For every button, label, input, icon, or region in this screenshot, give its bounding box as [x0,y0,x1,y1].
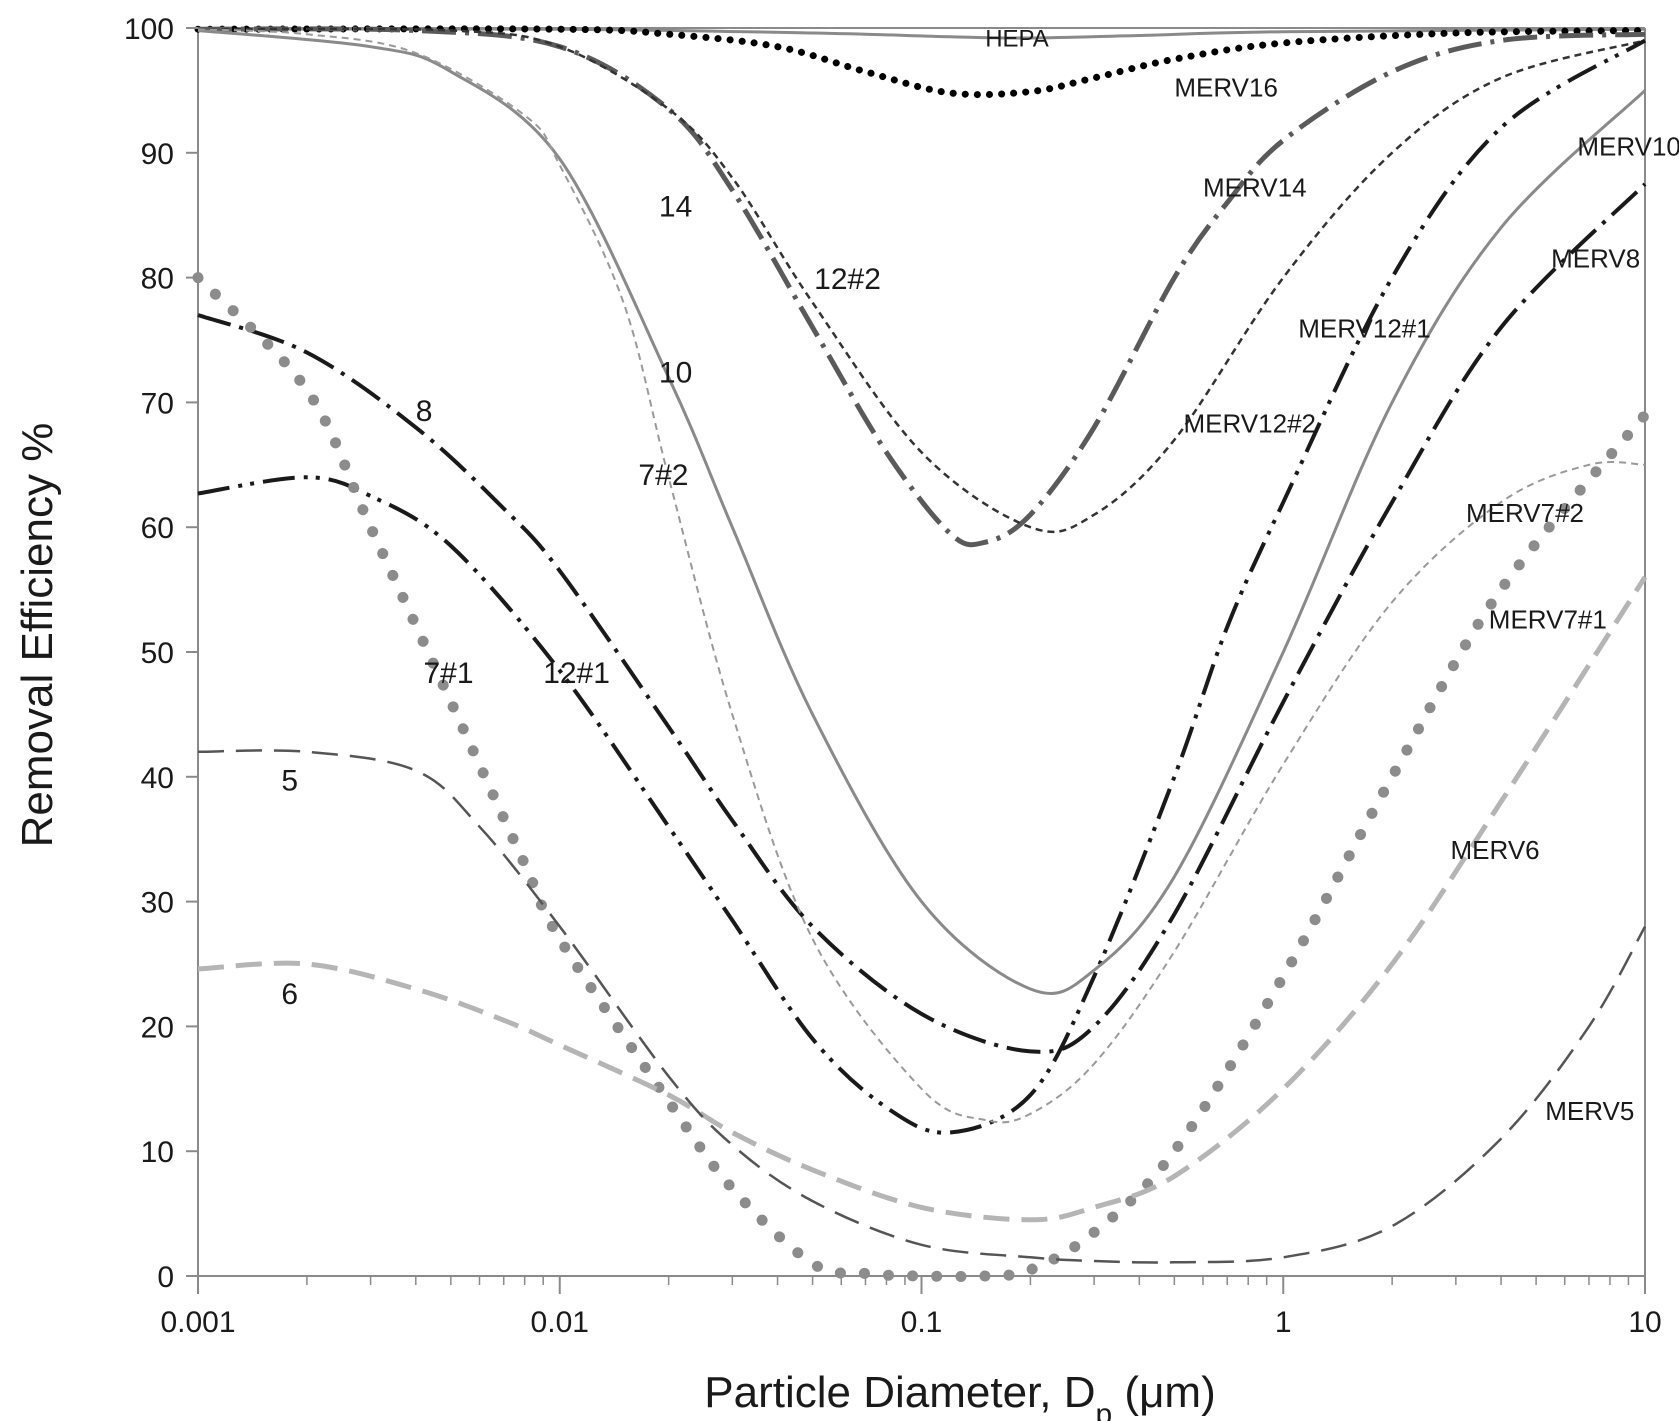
x-axis-title-subscript: p [1096,1398,1113,1421]
curve-label-short-10: 10 [659,356,692,389]
x-tick-label: 0.1 [901,1306,943,1339]
x-tick-label: 10 [1628,1306,1661,1339]
series-line-merv16 [194,25,1649,99]
curve-label-merv16: MERV16 [1174,73,1278,103]
curve-label-short-5: 5 [281,765,298,798]
series-line-merv12-1 [197,38,1647,1135]
curve-label-short-6: 6 [281,978,298,1011]
y-tick-label: 10 [141,1136,174,1169]
x-tick-label: 1 [1275,1306,1292,1339]
series-line-merv14 [197,26,1646,548]
annotation-layer: HEPA MERV16 MERV14 MERV10 MERV8 MERV12#1 MERV1… [281,26,1679,1126]
y-tick-label: 0 [157,1261,174,1294]
y-tick-label: 70 [141,387,174,420]
curve-label-merv7-2: MERV7#2 [1466,498,1584,528]
curve-label-merv6: MERV6 [1451,835,1540,865]
curve-label-short-8: 8 [416,395,433,428]
series-line-merv6 [197,575,1648,1223]
y-tick-label: 20 [141,1011,174,1044]
curve-label-merv5: MERV5 [1545,1096,1634,1126]
curve-label-short-12-2: 12#2 [814,263,881,296]
curve-label-merv12-2: MERV12#2 [1184,408,1317,438]
x-axis-title-unit: (μm) [1112,1368,1216,1417]
y-tick-label: 80 [141,263,174,296]
series-line-hepa [197,27,1646,40]
series-line-merv8 [197,182,1647,1054]
y-axis-title: Removal Efficiency % [13,423,62,848]
curve-label-short-14: 14 [659,190,692,223]
series-line-merv5 [197,749,1647,1264]
x-axis-title-main: Particle Diameter, D [704,1368,1095,1417]
y-tick-label: 90 [141,138,174,171]
curve-label-merv10: MERV10 [1577,131,1679,161]
y-tick-label: 100 [124,13,174,46]
curve-label-merv8: MERV8 [1551,244,1640,274]
series-line-merv7-2 [197,28,1646,1124]
y-tick-label: 60 [141,512,174,545]
curve-label-merv14: MERV14 [1203,172,1307,202]
curve-label-short-12-1: 12#1 [543,657,610,690]
curve-label-merv7-1: MERV7#1 [1489,604,1607,634]
curve-label-short-7-1: 7#1 [423,657,473,690]
y-tick-label: 50 [141,637,174,670]
axis-layer: 0 10 20 30 40 50 60 70 80 90 100 0.001 0.01 0.1 1 10 [124,13,1662,1339]
series-line-merv10 [197,29,1647,995]
curve-label-merv12-1: MERV12#1 [1298,314,1431,344]
x-tick-label: 0.001 [160,1306,235,1339]
series-line-merv12-2 [197,27,1646,534]
x-axis-title: Particle Diameter, Dp (μm) [704,1368,1215,1421]
x-tick-label: 0.01 [531,1306,589,1339]
y-tick-label: 40 [141,762,174,795]
curve-label-hepa: HEPA [985,26,1049,53]
y-tick-label: 30 [141,887,174,920]
series-layer [192,25,1651,1283]
curve-label-short-7-2: 7#2 [638,459,688,492]
series-line-merv7-1 [192,272,1651,1283]
